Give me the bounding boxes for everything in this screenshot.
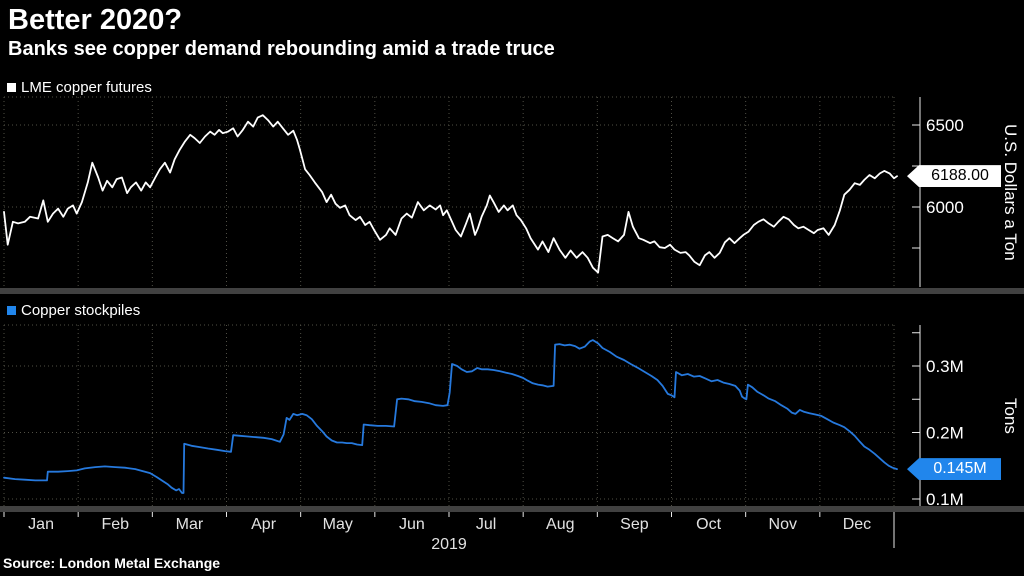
futures-legend-swatch-icon bbox=[7, 83, 16, 92]
futures-last-value-badge: 6188.00 bbox=[907, 165, 1001, 188]
month-label: Sep bbox=[620, 516, 649, 533]
month-label: Jun bbox=[399, 516, 425, 533]
month-label: Jan bbox=[28, 516, 54, 533]
y-axis-tick-label: 0.3M bbox=[926, 357, 964, 376]
stockpiles-axis-unit-label: Tons bbox=[1001, 398, 1020, 434]
month-label: Aug bbox=[546, 516, 574, 533]
page-subtitle: Banks see copper demand rebounding amid … bbox=[8, 38, 555, 60]
month-label: Dec bbox=[843, 516, 871, 533]
stockpiles-chart-layer: 0.3M 0.2M 0.1M bbox=[3, 324, 964, 509]
month-label: Jul bbox=[476, 516, 496, 533]
stockpiles-last-value-badge: 0.145M bbox=[907, 458, 1001, 481]
series-line bbox=[3, 114, 898, 274]
month-label: Feb bbox=[101, 516, 129, 533]
month-label: Nov bbox=[769, 516, 797, 533]
y-axis-tick-label: 6000 bbox=[926, 198, 964, 217]
futures-axis-unit-label: U.S. Dollars a Ton bbox=[1001, 123, 1020, 261]
panel-divider bbox=[0, 288, 1024, 294]
futures-legend-label: LME copper futures bbox=[21, 79, 152, 96]
x-axis-year-label: 2019 bbox=[431, 536, 467, 553]
source-line: Source: London Metal Exchange bbox=[3, 555, 221, 571]
y-axis-tick-label: 0.2M bbox=[926, 424, 964, 443]
series-line bbox=[3, 339, 898, 494]
x-axis-bar bbox=[0, 506, 1024, 512]
x-axis-layer: Jan Feb Mar Apr May Jun Jul Aug Sep Oct Nov Dec bbox=[3, 512, 895, 548]
stockpiles-legend-swatch-icon bbox=[7, 306, 16, 315]
legend-futures: LME copper futures bbox=[7, 79, 152, 96]
month-label: May bbox=[323, 516, 353, 533]
page-title: Better 2020? bbox=[8, 4, 183, 36]
y-axis-tick-label: 6500 bbox=[926, 116, 964, 135]
futures-chart-layer: 6500 6000 bbox=[3, 96, 964, 287]
legend-stockpiles: Copper stockpiles bbox=[7, 302, 140, 319]
stockpiles-legend-label: Copper stockpiles bbox=[21, 302, 141, 319]
month-label: Oct bbox=[696, 516, 721, 533]
month-label: Apr bbox=[251, 516, 277, 533]
y-axis-tick-label: 0.1M bbox=[926, 490, 964, 509]
month-label: Mar bbox=[176, 516, 204, 533]
